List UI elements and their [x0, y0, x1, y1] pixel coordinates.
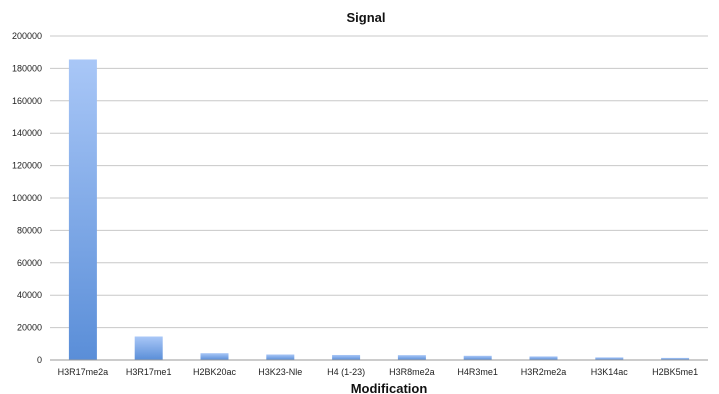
x-tick-label: H2BK5me1: [652, 367, 698, 377]
x-axis-tick-labels: H3R17me2a H3R17me1 H2BK20ac H3K23-Nle H4 (1-…: [58, 367, 698, 377]
gridlines: [50, 35, 708, 329]
y-tick-label: 20000: [17, 323, 42, 333]
y-tick-label: 200000: [12, 31, 42, 41]
bars: [68, 59, 690, 361]
y-tick-label: 100000: [12, 193, 42, 203]
chart-title: Signal: [346, 10, 385, 25]
bar: [661, 357, 690, 360]
x-tick-label: H3R17me1: [126, 367, 172, 377]
x-tick-label: H3K23-Nle: [258, 367, 302, 377]
x-tick-label: H4 (1-23): [327, 367, 365, 377]
bar: [529, 356, 558, 360]
y-tick-label: 180000: [12, 63, 42, 73]
y-tick-label: 0: [37, 355, 42, 365]
bar: [266, 354, 295, 360]
x-axis-title: Modification: [351, 381, 428, 394]
x-tick-label: H3R2me2a: [521, 367, 567, 377]
y-tick-label: 160000: [12, 96, 42, 106]
bar: [200, 353, 229, 360]
bar: [463, 355, 492, 360]
x-tick-label: H3K14ac: [591, 367, 629, 377]
y-tick-label: 120000: [12, 161, 42, 171]
y-tick-label: 60000: [17, 258, 42, 268]
x-tick-label: H2BK20ac: [193, 367, 237, 377]
y-tick-label: 140000: [12, 128, 42, 138]
y-tick-label: 40000: [17, 290, 42, 300]
bar: [332, 354, 361, 360]
y-axis-tick-labels: 0 20000 40000 60000 80000 100000 120000 140000 1…: [12, 31, 42, 365]
x-tick-label: H4R3me1: [457, 367, 498, 377]
bar: [595, 357, 624, 360]
y-tick-label: 80000: [17, 225, 42, 235]
bar: [134, 336, 163, 360]
x-tick-label: H3R8me2a: [389, 367, 435, 377]
bar: [68, 59, 97, 361]
bar: [397, 355, 426, 360]
x-tick-label: H3R17me2a: [58, 367, 109, 377]
